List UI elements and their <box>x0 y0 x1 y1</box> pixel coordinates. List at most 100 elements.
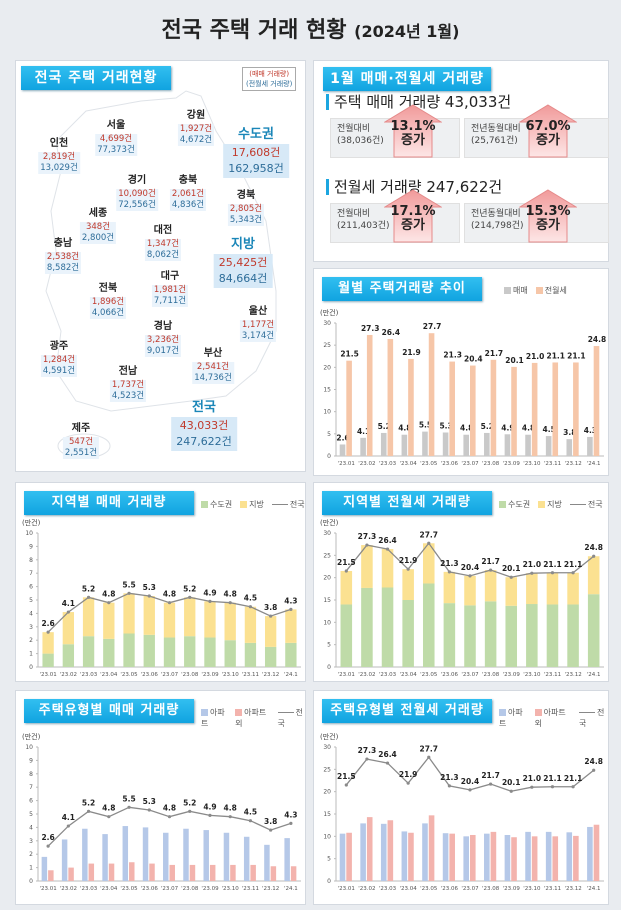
region-rent: 9,017건 <box>144 346 182 357</box>
data-label: 20.1 <box>502 778 521 787</box>
chart-legend: 매매 전월세 <box>504 285 567 296</box>
x-tick-label: '23.07 <box>161 672 179 678</box>
region-name: 강원 <box>186 110 206 121</box>
bar-아파트 외 <box>209 864 216 881</box>
bar-아파트 외 <box>449 833 455 881</box>
line-point <box>406 781 410 785</box>
line-point <box>188 595 192 599</box>
region-6: 세종 348건 2,800건 <box>79 208 117 244</box>
y-tick-label: 25 <box>323 766 331 773</box>
region-name: 대구 <box>160 271 180 282</box>
bar-매매 <box>360 437 366 456</box>
map-panel: 전국 주택 거래현황 (매매 거래량) (전월세 거래량) 인천 2,819건 13… <box>15 60 306 472</box>
bar-아파트 <box>463 836 469 881</box>
line-point <box>248 605 253 609</box>
x-tick-label: '23.06 <box>141 886 159 892</box>
data-label: 21.1 <box>543 774 562 783</box>
region-rent-chart-panel: 지역별 전월세 거래량 수도권 지방 전국 (만건) 0 5 10 15 20 25 30 '23.01… <box>313 482 609 682</box>
chart-svg: (만건) 0 5 10 15 20 25 30 '23.01 2.6 21.5 '23.02 4.1 27… <box>320 308 606 467</box>
y-tick-label: 10 <box>25 744 33 751</box>
bar-지방 <box>340 570 353 605</box>
legend-item: 전국 <box>569 499 603 510</box>
sale-yoy-dir: 증가 <box>536 133 560 148</box>
line-point <box>66 824 70 828</box>
y-tick-label: 8 <box>29 557 33 564</box>
y-tick-label: 7 <box>29 570 33 577</box>
total-name: 수도권 <box>238 127 274 142</box>
x-tick-label: '23.02 <box>60 672 77 678</box>
summary-header: 1월 매매·전월세 거래량 <box>323 67 491 91</box>
region-14: 부산 2,541건 14,736건 <box>192 348 234 384</box>
x-tick-label: '23.08 <box>482 461 500 467</box>
y-tick-label: 5 <box>327 431 331 438</box>
line-point <box>344 783 348 787</box>
legend-item: 전월세 <box>535 285 567 296</box>
x-tick-label: '23.06 <box>441 672 459 678</box>
bar-수도권 <box>204 637 216 667</box>
bar-수도권 <box>123 633 135 667</box>
line-point <box>365 543 369 547</box>
bar-전월세 <box>346 360 352 456</box>
data-label: 21.0 <box>523 560 542 569</box>
data-label: 5.2 <box>481 422 494 431</box>
line-point <box>188 809 192 813</box>
title-sub: (2024년 1월) <box>354 22 460 41</box>
y-tick-label: 20 <box>323 364 331 371</box>
y-tick-label: 10 <box>323 619 331 626</box>
y-tick-label: 30 <box>323 530 331 537</box>
x-tick-label: '23.07 <box>461 461 479 467</box>
x-tick-label: '23.03 <box>379 672 397 678</box>
y-tick-label: 0 <box>29 664 33 671</box>
line-point <box>269 828 273 832</box>
region-sale: 547건 <box>62 437 100 448</box>
rent-yoy-label: 전년동월대비 <box>471 209 521 219</box>
bar-지방 <box>184 597 196 637</box>
y-tick-label: 2 <box>29 851 33 858</box>
line-point <box>468 788 472 792</box>
rent-yoy-base: (214,798건) <box>471 221 524 231</box>
y-tick-label: 10 <box>323 833 331 840</box>
data-label: 24.8 <box>584 543 603 552</box>
rent-mom-label: 전월대비 <box>337 209 371 219</box>
x-tick-label: '23.11 <box>544 886 561 892</box>
x-tick-label: '23.02 <box>60 886 77 892</box>
data-label: 27.3 <box>358 746 377 755</box>
line-point <box>468 574 472 578</box>
y-tick-label: 5 <box>29 597 33 604</box>
bar-지방 <box>42 632 54 654</box>
x-tick-label: '23.04 <box>100 886 118 892</box>
x-tick-label: '23.06 <box>441 886 459 892</box>
bar-아파트 <box>284 838 290 881</box>
legend-item: 아파트 <box>201 708 225 728</box>
bar-아파트 <box>484 833 490 881</box>
line-point <box>509 789 513 793</box>
bar-지방 <box>103 602 115 639</box>
region-16: 제주 547건 2,551건 <box>62 423 100 459</box>
x-tick-label: '23.12 <box>262 886 279 892</box>
x-tick-label: '23.05 <box>420 672 438 678</box>
x-tick-label: '23.07 <box>461 886 479 892</box>
line-point <box>289 821 293 825</box>
region-name: 대전 <box>153 225 173 236</box>
data-label: 20.1 <box>502 564 521 573</box>
region-sale: 4,699건 <box>95 134 137 145</box>
up-arrow-icon: 17.1% 증가 <box>384 189 442 243</box>
bar-아파트 <box>401 831 408 881</box>
map-header: 전국 주택 거래현황 <box>21 66 171 90</box>
data-label: 21.1 <box>564 560 583 569</box>
x-tick-label: '23.03 <box>379 886 397 892</box>
bar-아파트 <box>203 830 209 881</box>
line-point <box>46 844 50 848</box>
line-point <box>66 610 70 614</box>
line-point <box>447 570 451 574</box>
bar-지방 <box>402 569 414 600</box>
bar-아파트 외 <box>573 835 579 881</box>
region-name: 제주 <box>71 423 91 434</box>
region-name: 울산 <box>248 306 268 317</box>
bar-지방 <box>163 602 176 638</box>
bar-전월세 <box>366 334 373 456</box>
line-point <box>530 571 534 575</box>
x-tick-label: '24.1 <box>284 672 298 678</box>
total-sale: 25,425건 <box>218 256 268 269</box>
rent-mom-pct: 17.1% <box>390 204 436 219</box>
